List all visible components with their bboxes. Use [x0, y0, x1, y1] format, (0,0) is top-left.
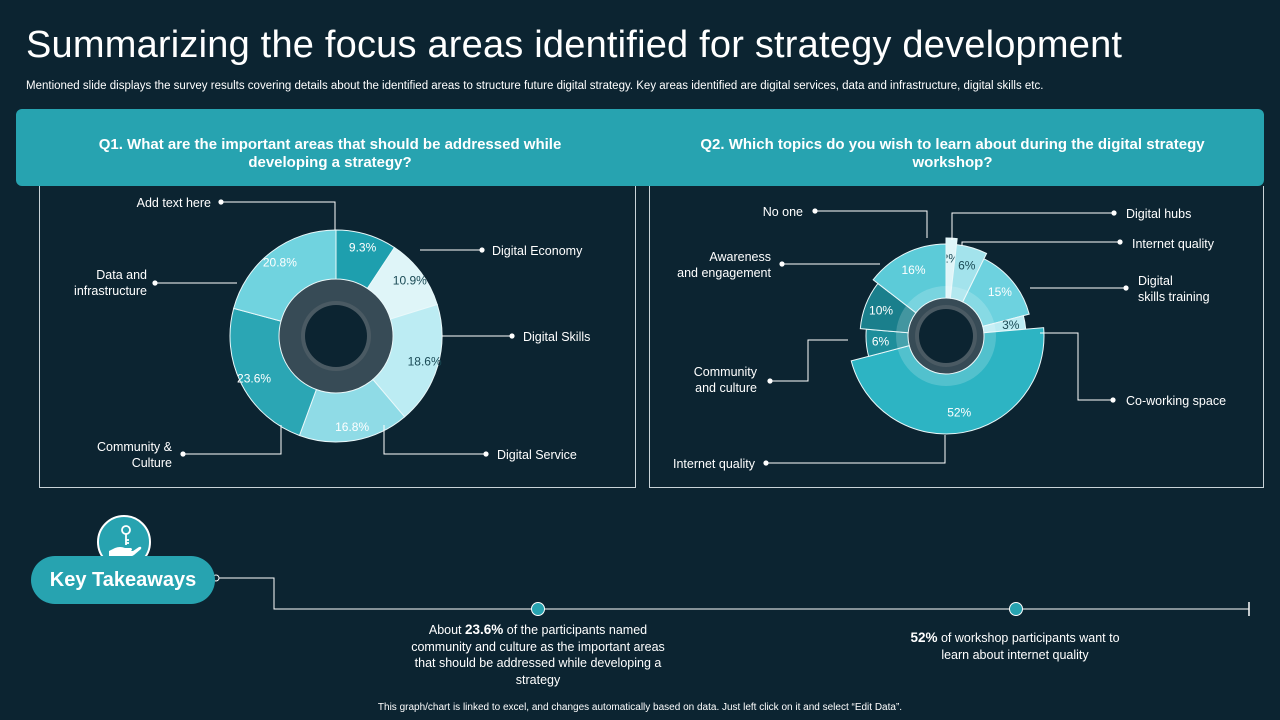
q2-hole [919, 309, 973, 363]
timeline-marker-1 [531, 602, 545, 616]
q1-panel [39, 186, 636, 488]
q1-leader-dot-4 [180, 451, 186, 457]
timeline-line [216, 577, 1249, 610]
q2-panel [649, 186, 1264, 488]
q1-category-label-digital-service-3: Digital Service [497, 448, 577, 462]
q2-value-label-2: 15% [988, 285, 1012, 299]
q2-leader-line-4 [766, 435, 946, 464]
q1-slice-community-culture-4 [229, 307, 317, 437]
q2-leader-dot-3 [1110, 397, 1116, 403]
q1-value-label-1: 10.9% [393, 274, 427, 288]
q1-value-label-0: 9.3% [349, 241, 377, 255]
page-subtitle: Mentioned slide displays the survey resu… [26, 80, 1044, 92]
q2-slice-internet-quality-4 [850, 327, 1045, 435]
q1-leader-line-3 [383, 425, 486, 455]
q1-slice-data-and-infrastructure-5 [233, 229, 337, 322]
q2-slice-digital-skills-training-2 [962, 258, 1030, 327]
q1-leader-dot-0 [218, 199, 224, 205]
q1-category-label-community-culture-4: Community & Culture [97, 440, 173, 470]
q2-category-label-awareness-and-engagement-6: Awareness and engagement [677, 250, 771, 280]
q2-leader-dot-6 [779, 261, 785, 267]
takeaway-note-1-highlight: 23.6% [465, 622, 504, 637]
q2-leader-dot-1 [1117, 239, 1123, 245]
q2-leader-line-0 [951, 212, 1114, 240]
q2-category-label-co-working-space-3: Co-working space [1126, 394, 1226, 408]
q2-category-label-digital-hubs-0: Digital hubs [1126, 207, 1191, 221]
q2-leader-line-3 [1040, 332, 1113, 401]
q2-leader-dot-4 [763, 460, 769, 466]
q2-category-label-digital-skills-training-2: Digital skills training [1138, 274, 1210, 304]
q1-hole [305, 305, 367, 367]
q1-leader-dot-3 [483, 451, 489, 457]
q2-value-label-4: 52% [947, 405, 971, 419]
q1-category-label-data-and-infrastructure-5: Data and infrastructure [74, 268, 147, 298]
page-title: Summarizing the focus areas identified f… [26, 24, 1123, 66]
q1-leader-dot-1 [479, 247, 485, 253]
q2-slice-no-one-7 [872, 243, 947, 314]
q2-leader-line-5 [770, 339, 848, 382]
q2-leader-line-7 [815, 210, 928, 238]
q2-value-label-5: 6% [872, 335, 890, 349]
q1-category-label-digital-economy-1: Digital Economy [492, 244, 583, 258]
q1-category-label-add-text-here-0: Add text here [137, 196, 211, 210]
q1-title: Q1. What are the important areas that sh… [98, 136, 562, 171]
question-header-band [16, 109, 1264, 186]
q2-value-label-7: 16% [901, 263, 925, 277]
takeaway-note-2: 52% of workshop participants want to lea… [902, 630, 1128, 663]
q2-category-label-internet-quality-1: Internet quality [1132, 237, 1215, 251]
q1-leader-dot-2 [509, 333, 515, 339]
q2-leader-line-1 [961, 241, 1120, 246]
q1-leader-line-4 [183, 425, 282, 455]
q1-value-label-4: 23.6% [237, 371, 271, 385]
q2-category-label-community-and-culture-5: Community and culture [694, 365, 758, 395]
takeaway-note-1: About 23.6% of the participants named co… [400, 622, 676, 688]
key-takeaways-label: Key Takeaways [31, 556, 215, 604]
q1-value-label-2: 18.6% [408, 355, 442, 369]
q2-title: Q2. Which topics do you wish to learn ab… [700, 136, 1205, 171]
q2-category-label-internet-quality-4: Internet quality [673, 457, 756, 471]
takeaway-note-2-suffix: of workshop participants want to learn a… [937, 631, 1120, 662]
q2-category-label-no-one-7: No one [763, 205, 803, 219]
q1-leader-line-0 [221, 201, 336, 230]
q2-leader-dot-5 [767, 378, 773, 384]
q2-value-label-6: 10% [869, 304, 893, 318]
q1-value-label-3: 16.8% [335, 420, 369, 434]
q2-leader-dot-7 [812, 208, 818, 214]
takeaway-note-2-highlight: 52% [910, 630, 938, 645]
q2-leader-dot-0 [1111, 210, 1117, 216]
takeaway-note-1-suffix: of the participants named community and … [411, 623, 665, 687]
q2-value-label-1: 6% [958, 258, 976, 272]
timeline-marker-2 [1009, 602, 1023, 616]
q1-category-label-digital-skills-2: Digital Skills [523, 330, 590, 344]
q1-value-label-5: 20.8% [263, 256, 297, 270]
q1-leader-dot-5 [152, 280, 158, 286]
q2-leader-dot-2 [1123, 285, 1129, 291]
q2-value-label-3: 3% [1002, 318, 1020, 332]
footer-note: This graph/chart is linked to excel, and… [377, 702, 903, 713]
takeaway-note-1-prefix: About [428, 623, 465, 637]
